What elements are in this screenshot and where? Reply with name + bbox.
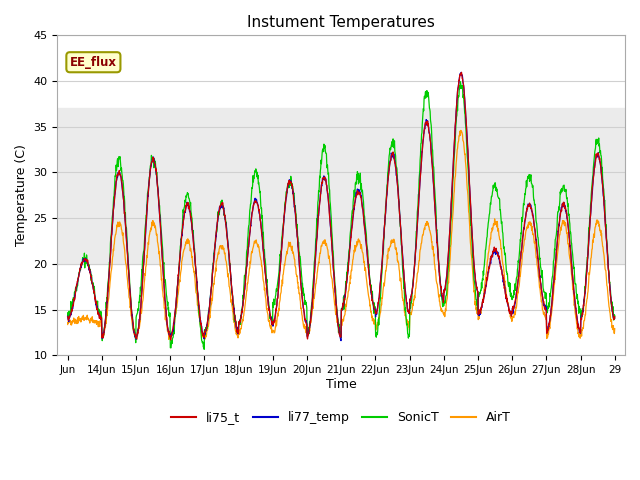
Legend: li75_t, li77_temp, SonicT, AirT: li75_t, li77_temp, SonicT, AirT [166, 406, 516, 429]
X-axis label: Time: Time [326, 378, 356, 391]
Bar [58, 108, 625, 264]
Y-axis label: Temperature (C): Temperature (C) [15, 144, 28, 246]
Title: Instument Temperatures: Instument Temperatures [247, 15, 435, 30]
Text: EE_flux: EE_flux [70, 56, 117, 69]
